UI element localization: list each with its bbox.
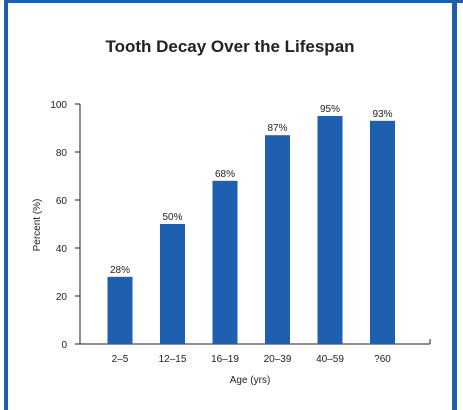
x-tick-label: 2–5: [112, 354, 129, 365]
frame-right-border: [452, 0, 457, 410]
x-tick-label: 16–19: [211, 354, 239, 365]
bars: [107, 116, 395, 344]
y-ticks: 0 20 40 60 80 100: [50, 100, 80, 351]
data-label: 68%: [215, 169, 235, 180]
x-ticks: 2–5 12–15 16–19 20–39 40–59 ?60: [112, 354, 392, 365]
y-tick-label: 60: [56, 196, 68, 207]
x-tick-label: 20–39: [264, 354, 292, 365]
bar: [265, 135, 290, 344]
y-tick-label: 100: [50, 100, 67, 111]
data-labels: 28% 50% 68% 87% 95% 93%: [110, 104, 393, 276]
y-tick-label: 80: [56, 148, 68, 159]
y-axis-title: Percent (%): [32, 199, 43, 252]
data-label: 50%: [162, 212, 182, 223]
frame-left-border: [4, 0, 8, 410]
y-tick-label: 20: [56, 292, 68, 303]
data-label: 87%: [267, 123, 287, 134]
chart-title: Tooth Decay Over the Lifespan: [105, 37, 354, 56]
x-tick-label: 12–15: [159, 354, 187, 365]
bar: [317, 116, 343, 344]
bar: [212, 180, 238, 344]
bar: [107, 276, 133, 344]
y-tick-label: 40: [56, 244, 68, 255]
data-label: 28%: [110, 265, 130, 276]
bar: [370, 120, 395, 344]
data-label: 95%: [320, 104, 340, 115]
y-tick-label: 0: [61, 340, 67, 351]
data-label: 93%: [372, 109, 392, 120]
x-axis-title: Age (yrs): [230, 375, 271, 386]
x-tick-label: 40–59: [316, 354, 344, 365]
bar: [160, 224, 185, 344]
x-tick-label: ?60: [374, 354, 391, 365]
frame-top-border: [4, 0, 463, 3]
